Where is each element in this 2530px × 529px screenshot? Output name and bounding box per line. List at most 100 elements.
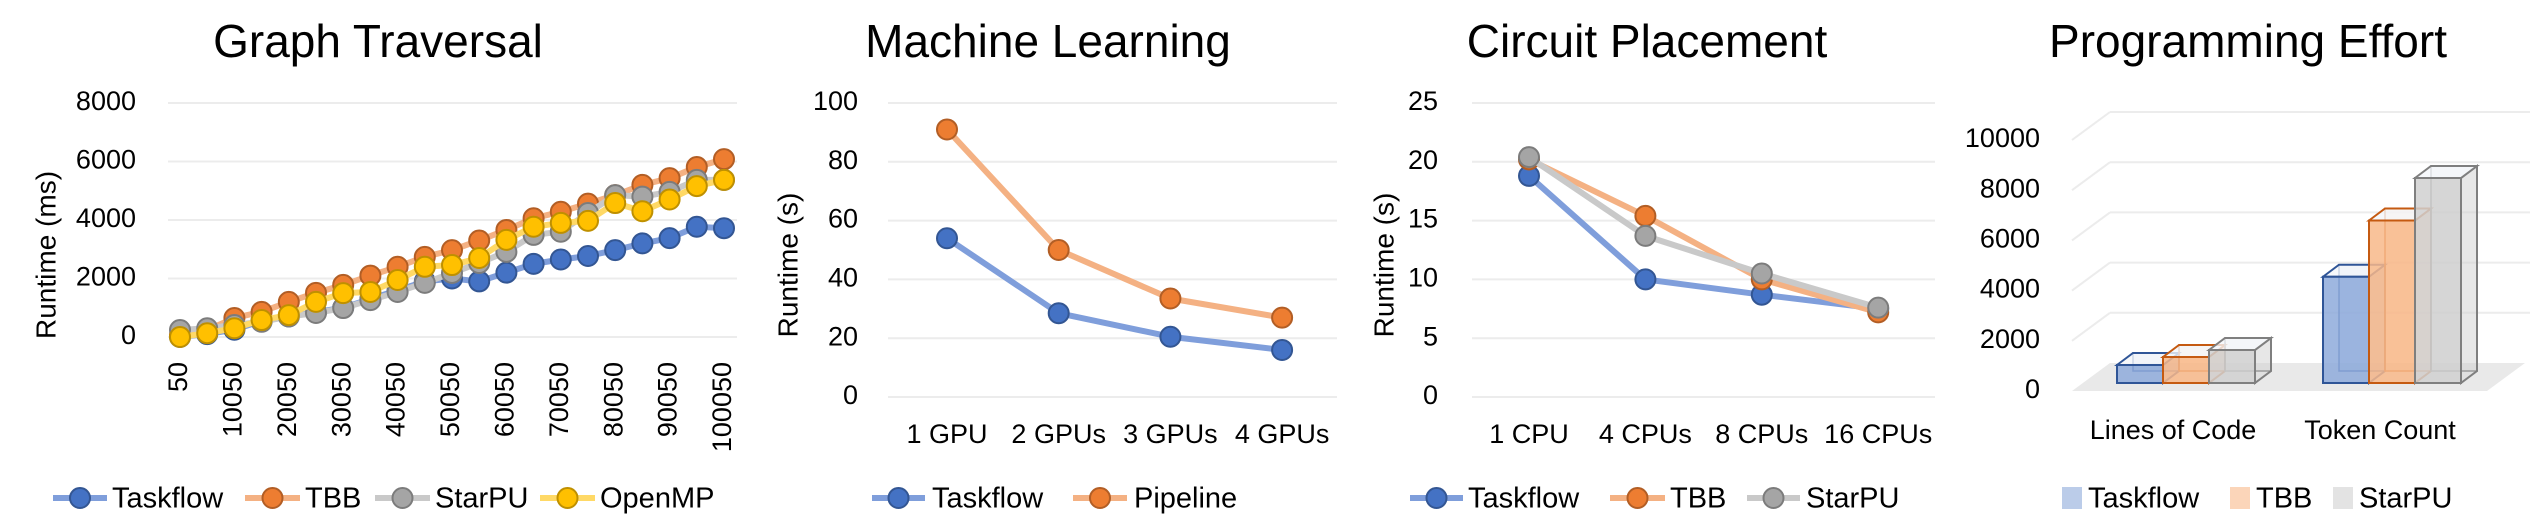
bar-starpu [2206, 336, 2274, 385]
gridline-side [2071, 261, 2111, 292]
legend-label: StarPU [2359, 483, 2452, 515]
bar-front-face [2116, 364, 2164, 384]
data-point [196, 322, 219, 345]
x-tick-label: 90050 [653, 362, 683, 437]
y-tick-label: 10000 [1965, 123, 2040, 153]
chart-title: Graph Traversal [213, 15, 543, 67]
chart-title: Machine Learning [865, 15, 1231, 67]
legend-item-taskflow [872, 487, 925, 509]
y-tick-label: 10 [1408, 263, 1438, 293]
series-starpu [1518, 146, 1890, 319]
y-tick-label: 100 [813, 86, 858, 116]
legend-label: TBB [2256, 483, 2312, 515]
y-tick-label: 4000 [1980, 274, 2040, 304]
series-line [1527, 156, 1880, 316]
data-point [250, 309, 273, 332]
legend-marker-icon [391, 487, 414, 509]
chart-2 [872, 102, 1337, 509]
data-point [549, 248, 572, 271]
data-point [169, 326, 191, 348]
x-tick-label: 1 CPU [1489, 419, 1569, 449]
y-tick-label: 80 [828, 145, 858, 175]
data-point [713, 168, 735, 191]
y-tick-label: 0 [843, 380, 858, 410]
x-tick-label: 3 GPUs [1123, 419, 1218, 449]
series-taskflow [936, 227, 1294, 361]
chart-title: Circuit Placement [1467, 15, 1828, 67]
data-point [522, 252, 545, 275]
legend-marker-icon [261, 487, 284, 509]
chart-4 [2062, 111, 2530, 509]
data-point [713, 217, 735, 240]
x-tick-label: 40050 [381, 362, 411, 437]
legend-marker-icon [556, 487, 579, 509]
legend-swatch-icon [2230, 487, 2250, 509]
legend-item-starpu [2333, 487, 2353, 509]
y-tick-label: 6000 [1980, 224, 2040, 254]
legend-item-tbb [245, 487, 300, 509]
data-point [1634, 268, 1657, 291]
data-point [359, 280, 382, 303]
x-tick-label: Lines of Code [2090, 415, 2257, 445]
series-line [1527, 173, 1879, 312]
gridline-side [2071, 211, 2111, 242]
legend-label: Taskflow [1468, 483, 1580, 515]
legend-item-openmp [540, 487, 595, 509]
series-pipeline [936, 118, 1294, 329]
series-openmp [169, 168, 735, 348]
data-point [1867, 296, 1890, 319]
y-tick-label: 5 [1423, 321, 1438, 351]
legend-label: Pipeline [1134, 483, 1237, 515]
data-point [936, 118, 958, 141]
data-point [1047, 239, 1070, 261]
data-point [685, 175, 708, 198]
data-point [658, 227, 681, 250]
legend-marker-icon [1425, 487, 1448, 509]
legend-label: StarPU [1806, 483, 1899, 515]
legend-label: OpenMP [600, 483, 714, 515]
chart-title: Programming Effort [2049, 15, 2447, 67]
data-point [713, 148, 735, 171]
y-tick-label: 0 [121, 320, 136, 350]
bar-front-face [2322, 275, 2370, 384]
y-tick-label: 8000 [76, 86, 136, 116]
data-point [685, 215, 708, 238]
x-tick-label: 2 GPUs [1011, 419, 1106, 449]
data-point [658, 188, 681, 211]
data-point [1271, 338, 1294, 361]
bar-starpu [2412, 164, 2480, 385]
legend-item-taskflow [53, 487, 107, 509]
legend-item-tbb [2230, 487, 2250, 509]
data-point [577, 244, 599, 267]
data-point [549, 211, 572, 234]
y-tick-label: 40 [828, 263, 858, 293]
data-point [604, 192, 627, 215]
bar-front-face [2162, 356, 2210, 384]
legend-label: TBB [305, 483, 361, 515]
gridline-side [2071, 311, 2111, 342]
legend-item-starpu [375, 487, 430, 509]
y-tick-label: 4000 [76, 203, 136, 233]
data-point [495, 261, 518, 284]
legend-marker-icon [69, 487, 91, 509]
x-tick-label: 80050 [598, 362, 628, 437]
y-tick-label: 20 [1408, 145, 1438, 175]
data-point [413, 255, 436, 278]
legend-marker-icon [1089, 487, 1111, 509]
x-tick-label: 30050 [326, 362, 356, 437]
series-line [945, 235, 1283, 353]
data-point [277, 304, 300, 327]
data-point [441, 254, 463, 277]
data-point [305, 290, 327, 313]
bar-front-face [2208, 349, 2256, 384]
legend-item-starpu [1747, 487, 1800, 509]
x-tick-label: 100050 [707, 362, 737, 452]
data-point [386, 268, 409, 291]
bar-front-face [2414, 177, 2462, 384]
legend-item-taskflow [1410, 487, 1463, 509]
x-tick-label: 60050 [490, 362, 520, 437]
data-point [577, 209, 599, 232]
data-point [1159, 287, 1182, 310]
series-line [1527, 154, 1880, 311]
